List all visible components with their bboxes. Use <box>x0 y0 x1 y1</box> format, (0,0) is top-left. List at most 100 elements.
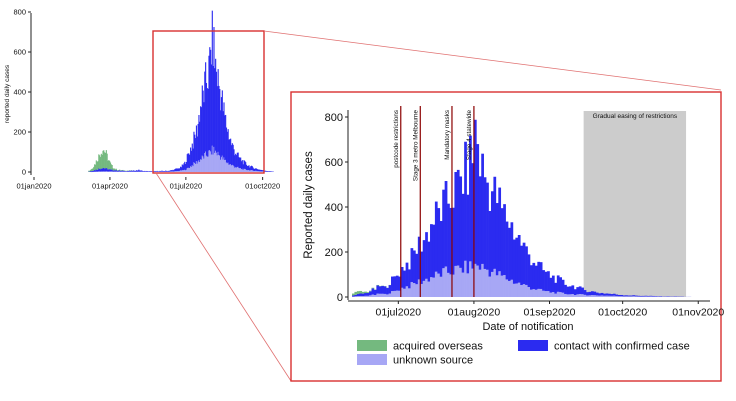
overview-bar-unknown <box>216 155 218 172</box>
overview-bar-unknown <box>109 171 111 172</box>
zoom-bar-contact <box>520 245 523 285</box>
zoom-bar-unknown <box>551 292 555 297</box>
overview-bar-unknown <box>98 171 100 172</box>
overview-bar-unknown <box>187 167 189 172</box>
zoom-bar-contact <box>403 270 406 289</box>
zoom-bar-unknown <box>393 290 397 297</box>
zoom-bar-contact <box>593 291 597 296</box>
overview-bar-unknown <box>171 171 173 172</box>
zoom-bar-contact <box>493 176 497 269</box>
overview-bar-contact <box>190 147 192 167</box>
overview-bar-contact <box>230 138 232 165</box>
zoom-bar-contact <box>637 295 641 297</box>
overview-bar-unknown <box>235 167 237 172</box>
zoom-bar-unknown <box>410 282 414 297</box>
overview-bar-unknown <box>220 159 222 172</box>
zoom-bar-contact <box>517 235 521 283</box>
overview-bar-unknown <box>242 169 244 172</box>
overview-bar-contact <box>180 166 182 171</box>
zoom-bar-unknown <box>610 295 614 297</box>
overview-bar-unknown <box>255 170 257 172</box>
zoom-bar-contact <box>427 241 431 282</box>
overview-bar-overseas <box>113 168 115 171</box>
easing-band-rect <box>583 111 687 297</box>
overview-bar-overseas <box>109 162 112 170</box>
zoom-bar-unknown <box>361 296 365 297</box>
zoom-bar-contact <box>437 208 441 274</box>
overview-bar-unknown <box>192 166 194 172</box>
overview-bar-contact <box>121 170 123 172</box>
overview-bar-contact <box>109 169 111 172</box>
overview-bar-overseas <box>116 170 118 171</box>
overview-bar-contact <box>268 171 270 172</box>
zoom-bar-unknown <box>427 281 431 297</box>
overview-bar-unknown <box>247 170 249 172</box>
zoom-bar-unknown <box>559 292 562 297</box>
overview-bar-contact <box>269 171 271 172</box>
zoom-bar-unknown <box>649 296 653 297</box>
zoom-bar-unknown <box>573 295 577 297</box>
overview-bar-contact <box>260 169 262 172</box>
zoom-bar-contact <box>549 277 553 293</box>
overview-bar-unknown <box>180 170 182 172</box>
zoom-bar-contact <box>564 284 567 294</box>
zoom-x-label: Date of notification <box>482 321 573 333</box>
zoom-bar-unknown <box>651 296 655 297</box>
overview-bar-contact <box>155 171 157 172</box>
overview-bar-contact <box>116 170 118 172</box>
overview-bar-contact <box>216 86 218 156</box>
overview-bar-unknown <box>253 171 255 172</box>
zoom-bar-contact <box>625 295 628 297</box>
zoom-bar-unknown <box>581 294 584 297</box>
zoom-bar-unknown <box>605 295 609 297</box>
zoom-bar-unknown <box>391 291 394 297</box>
zoom-bar-contact <box>376 285 380 294</box>
zoom-bar-unknown <box>603 295 606 297</box>
easing-band-label: Gradual easing of restrictions <box>593 113 678 120</box>
overview-bar-contact <box>123 171 125 172</box>
overview-bar-unknown <box>246 170 248 172</box>
zoom-bar-contact <box>386 287 389 295</box>
overview-bar-unknown <box>262 171 264 172</box>
zoom-bar-unknown <box>369 295 372 297</box>
zoom-x-tick-label: 01sep2020 <box>524 307 576 319</box>
overview-bar-contact <box>252 167 254 171</box>
overview-bar-contact <box>215 71 218 153</box>
zoom-bar-unknown <box>378 293 382 297</box>
overview-bar-contact <box>205 62 207 152</box>
overview-bar-unknown <box>104 171 106 172</box>
overview-bar-unknown <box>248 169 250 172</box>
overview-bar-contact <box>112 170 114 172</box>
overview-bar-overseas <box>104 152 107 169</box>
overview-bar-overseas <box>94 164 96 171</box>
zoom-bar-unknown <box>629 296 633 297</box>
zoom-bar-unknown <box>627 296 631 297</box>
overview-bar-unknown <box>124 171 126 172</box>
overview-bar-contact <box>209 47 211 151</box>
overview-bar-contact <box>167 170 169 172</box>
overview-bar-contact <box>104 168 107 172</box>
overview-bar-unknown <box>121 171 123 172</box>
overview-bar-contact <box>119 170 121 172</box>
highlight-box <box>152 30 265 174</box>
zoom-bar-unknown <box>642 296 645 297</box>
zoom-bar-unknown <box>366 295 370 297</box>
zoom-bar-unknown <box>644 296 648 297</box>
overview-bar-contact <box>94 170 97 172</box>
overview-bar-contact <box>136 170 138 172</box>
zoom-bar-unknown <box>405 286 409 297</box>
zoom-bar-unknown <box>356 296 360 297</box>
zoom-bar-unknown <box>383 293 387 297</box>
zoom-bar-contact <box>503 204 506 276</box>
overview-bar-unknown <box>186 167 188 172</box>
overview-bar-unknown <box>225 162 228 172</box>
overview-bar-overseas <box>89 170 91 172</box>
overview-bar-contact <box>236 152 238 167</box>
overview-bar-unknown <box>99 171 102 172</box>
overview-y-tick-label: 800 <box>13 8 26 17</box>
zoom-bar-contact <box>569 286 572 295</box>
zoom-bar-contact <box>571 285 575 295</box>
legend-swatch-unknown <box>357 354 387 365</box>
overview-bar-overseas <box>98 154 100 169</box>
overview-bar-unknown <box>250 170 253 172</box>
